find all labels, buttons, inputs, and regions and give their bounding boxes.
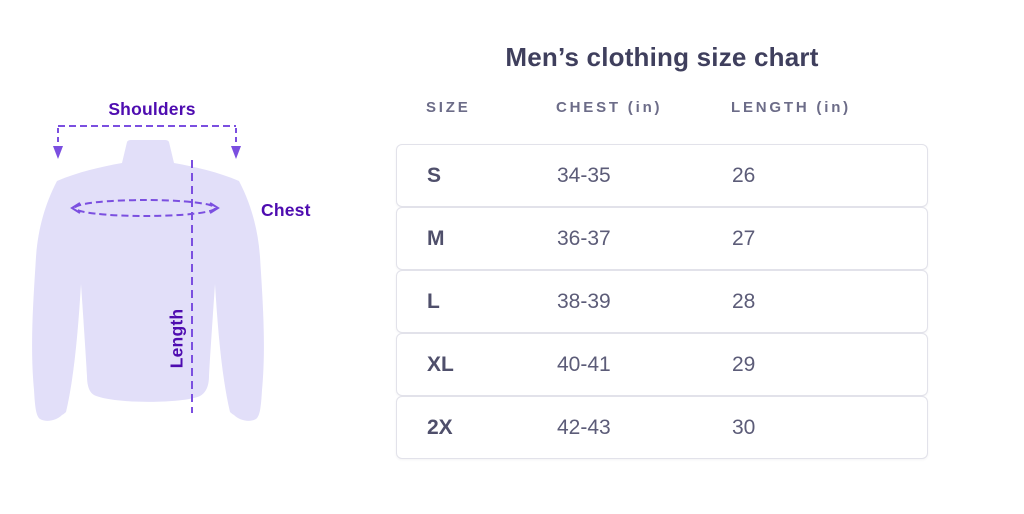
column-header-size: SIZE	[426, 99, 471, 116]
length-cell: 28	[732, 289, 756, 313]
size-cell: 2X	[427, 415, 453, 439]
table-row-xl: XL 40-41 29	[396, 333, 928, 396]
length-cell: 30	[732, 415, 756, 439]
length-cell: 26	[732, 163, 756, 187]
shirt-illustration	[32, 125, 264, 421]
table-row-l: L 38-39 28	[396, 270, 928, 333]
shirt-measurement-diagram	[10, 88, 350, 436]
column-header-chest: CHEST (in)	[556, 99, 663, 116]
size-cell: S	[427, 163, 442, 187]
size-table-header: SIZE CHEST (in) LENGTH (in)	[396, 99, 928, 116]
table-row-m: M 36-37 27	[396, 207, 928, 270]
shoulders-measure-line	[57, 125, 237, 146]
chest-label: Chest	[261, 200, 311, 220]
size-table: S 34-35 26 M 36-37 27 L 38-39 28 XL 40-4…	[396, 144, 928, 459]
shoulders-label: Shoulders	[108, 99, 196, 119]
table-row-2x: 2X 42-43 30	[396, 396, 928, 459]
chest-cell: 42-43	[557, 415, 611, 439]
arrowhead-right-icon	[231, 146, 241, 159]
chest-cell: 36-37	[557, 226, 611, 250]
chest-cell: 40-41	[557, 352, 611, 376]
size-cell: XL	[427, 352, 454, 376]
length-cell: 27	[732, 226, 756, 250]
chest-cell: 38-39	[557, 289, 611, 313]
size-cell: L	[427, 289, 440, 313]
size-cell: M	[427, 226, 445, 250]
chest-measure-ellipse	[70, 199, 220, 217]
length-cell: 29	[732, 352, 756, 376]
chest-cell: 34-35	[557, 163, 611, 187]
shirt-silhouette	[32, 140, 264, 421]
arrowhead-left-icon	[53, 146, 63, 159]
page-title: Men’s clothing size chart	[505, 42, 819, 72]
length-label: Length	[166, 308, 187, 369]
table-row-s: S 34-35 26	[396, 144, 928, 207]
column-header-length: LENGTH (in)	[731, 99, 851, 116]
